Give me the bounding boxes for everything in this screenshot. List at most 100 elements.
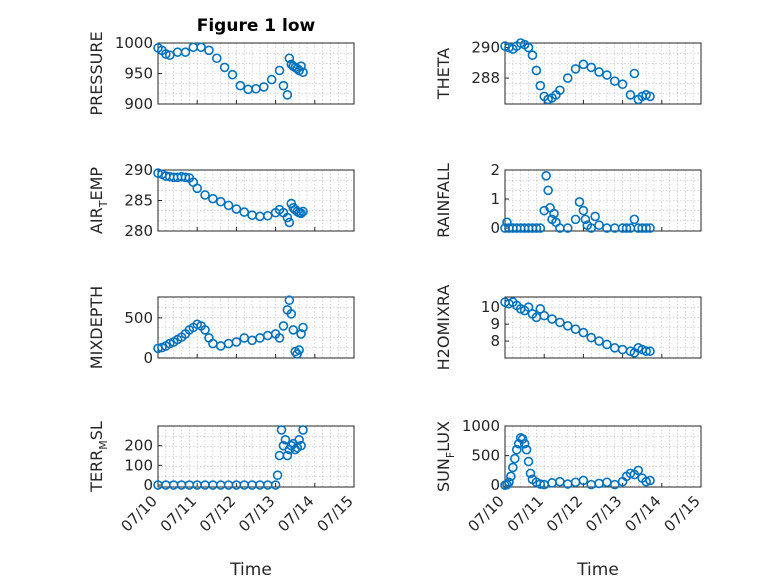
y-tick-label: 900: [124, 95, 153, 113]
data-point: [525, 468, 536, 479]
data-point: [570, 214, 581, 225]
data-point: [266, 74, 277, 85]
y-tick-label: 0: [490, 476, 500, 494]
data-point: [502, 479, 512, 490]
data-point: [274, 450, 285, 461]
y-axis-label: THETA: [434, 48, 453, 100]
data-point: [511, 444, 522, 455]
x-tick-label: 07/11: [504, 492, 547, 535]
y-tick-label: 285: [124, 192, 153, 210]
y-axis-label-main: TERR: [87, 450, 106, 493]
data-point: [243, 84, 253, 95]
y-axis-label-main: MIXDEPTH: [87, 286, 106, 369]
x-axis-label: Time: [576, 560, 619, 580]
data-point: [586, 223, 597, 233]
data-point: [508, 462, 518, 473]
data-point: [629, 68, 640, 79]
y-axis-label: RAINFALL: [434, 163, 453, 238]
axes-frame: [504, 42, 702, 105]
data-point: [506, 471, 516, 482]
y-tick-label: 8: [490, 332, 500, 350]
data-point: [504, 477, 514, 488]
data-point: [539, 310, 550, 321]
y-tick-label: 950: [124, 65, 153, 83]
data-point: [278, 321, 289, 331]
data-point: [282, 450, 293, 461]
y-axis-label-rest: EMP: [87, 167, 106, 201]
x-tick-label: 07/14: [274, 492, 317, 535]
data-point: [535, 304, 546, 314]
data-point: [262, 210, 273, 221]
y-tick-label: 1000: [462, 417, 500, 435]
data-point: [602, 70, 612, 80]
data-point: [645, 223, 655, 233]
data-point: [586, 62, 597, 73]
axes-frame: [504, 296, 702, 359]
y-tick-label: 2: [490, 161, 500, 179]
y-axis-label-main: RAINFALL: [434, 163, 453, 238]
y-tick-label: 9: [490, 315, 500, 333]
y-axis-label-sub: M: [97, 440, 110, 450]
data-point: [298, 322, 308, 333]
data-point: [274, 333, 285, 343]
data-point: [284, 53, 295, 64]
y-axis-label-rest: LUX: [434, 421, 453, 452]
data-point: [239, 207, 250, 217]
data-point: [519, 438, 530, 449]
data-point: [521, 444, 532, 455]
data-point: [161, 49, 171, 59]
x-axis-label: Time: [229, 560, 272, 580]
y-axis-label-main: H2OMIXRA: [434, 285, 453, 371]
y-tick-label: 200: [124, 437, 153, 455]
data-point: [180, 47, 191, 57]
subplot-theta: 290 288 THETA: [434, 38, 702, 105]
data-point: [641, 223, 651, 233]
y-axis-label: H2OMIXRA: [434, 285, 453, 371]
data-point: [296, 208, 306, 219]
y-tick-label: 500: [124, 309, 153, 327]
data-point: [517, 434, 528, 444]
data-point: [212, 53, 222, 64]
data-point: [535, 80, 546, 91]
data-point: [259, 82, 269, 92]
data-point: [531, 223, 542, 233]
data-point: [578, 59, 589, 70]
data-point: [562, 321, 573, 331]
axes-frame: [504, 169, 702, 232]
y-axis-label: MIXDEPTH: [87, 286, 106, 369]
x-tick-label: 07/10: [465, 492, 508, 535]
data-point: [555, 317, 565, 328]
data-point: [219, 62, 230, 73]
data-point: [239, 333, 250, 343]
data-point: [562, 73, 573, 83]
data-point: [641, 346, 651, 357]
data-point: [164, 50, 175, 61]
data-point: [641, 476, 651, 487]
data-point: [570, 324, 581, 334]
data-point: [609, 479, 620, 490]
y-axis-label-main: AIR: [87, 207, 106, 234]
subplot-rainfall: 2 1 0 RAINFALL: [434, 161, 702, 238]
y-tick-label: 100: [124, 456, 153, 474]
data-point: [570, 64, 581, 74]
data-point: [188, 42, 199, 53]
data-point: [272, 470, 283, 480]
data-point: [523, 456, 534, 467]
data-point: [298, 206, 308, 217]
y-axis-label: AIRTEMP: [87, 167, 110, 234]
data-point: [286, 309, 297, 319]
x-tick-label: 07/13: [235, 492, 278, 535]
y-axis-label: PRESSURE: [87, 31, 106, 115]
y-axis-label-rest: SL: [87, 421, 106, 440]
data-point: [278, 80, 289, 91]
data-point: [549, 208, 559, 219]
data-point: [523, 42, 534, 53]
data-point: [594, 67, 604, 77]
y-tick-label: 10: [481, 298, 500, 316]
data-point: [562, 223, 573, 233]
y-axis-label-main: THETA: [434, 48, 453, 100]
y-tick-label: 0: [490, 219, 500, 237]
data-point: [284, 295, 295, 306]
data-point: [535, 479, 546, 489]
